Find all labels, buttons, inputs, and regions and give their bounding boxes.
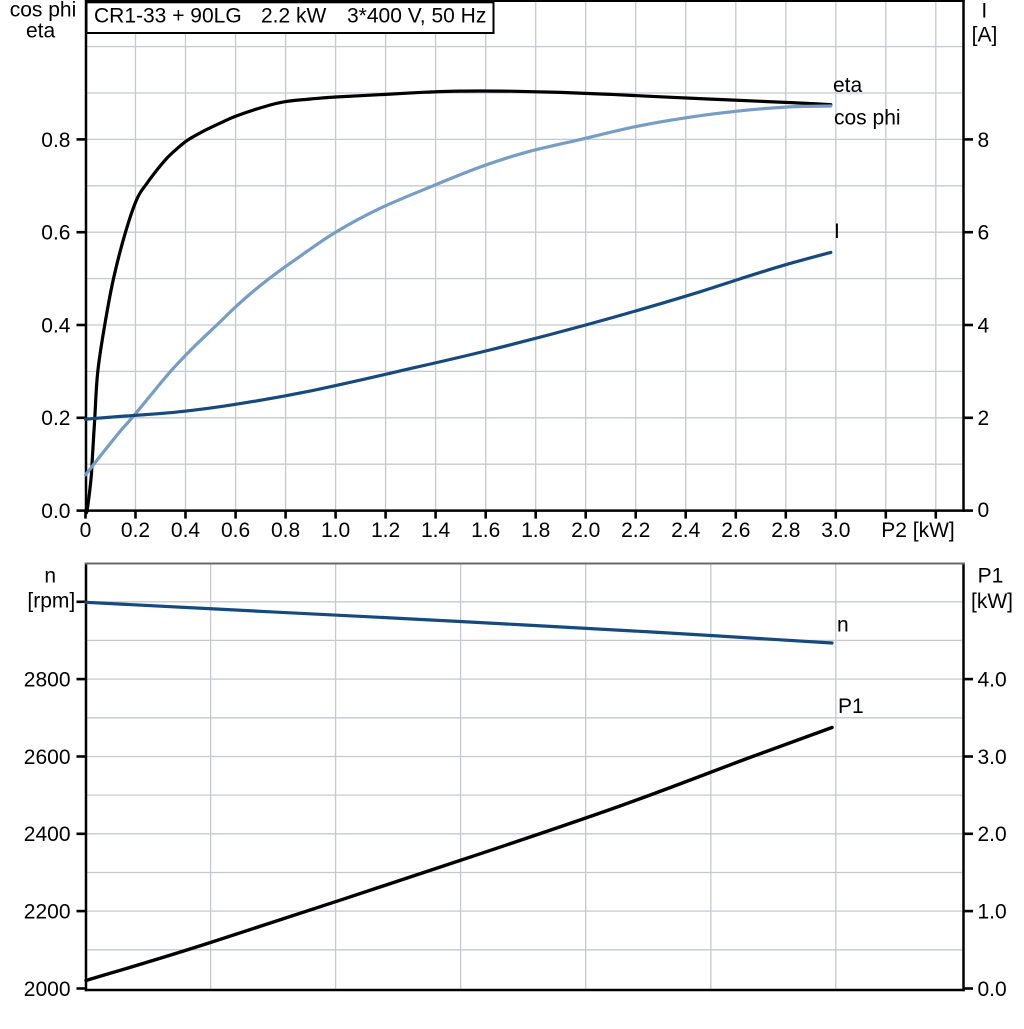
svg-text:2.0: 2.0 [571, 519, 600, 542]
svg-text:2800: 2800 [24, 669, 71, 692]
svg-text:1.2: 1.2 [371, 519, 400, 542]
svg-text:6: 6 [978, 222, 990, 245]
svg-text:0.0: 0.0 [41, 500, 70, 523]
svg-text:0.0: 0.0 [978, 978, 1007, 1001]
svg-text:2.4: 2.4 [671, 519, 701, 542]
svg-text:2.0: 2.0 [978, 823, 1007, 846]
svg-text:n: n [44, 564, 56, 587]
svg-text:P1: P1 [978, 565, 1004, 588]
svg-text:2: 2 [978, 407, 990, 430]
svg-text:2.2 kW: 2.2 kW [261, 4, 327, 27]
svg-text:0.8: 0.8 [41, 129, 70, 152]
svg-text:[rpm]: [rpm] [27, 590, 75, 613]
svg-text:2000: 2000 [24, 978, 71, 1001]
svg-text:2.6: 2.6 [721, 519, 750, 542]
svg-text:eta: eta [26, 20, 56, 43]
svg-text:0.6: 0.6 [41, 222, 70, 245]
svg-text:0.4: 0.4 [41, 314, 71, 337]
svg-text:0.4: 0.4 [171, 519, 201, 542]
svg-text:3.0: 3.0 [978, 746, 1007, 769]
svg-text:0: 0 [978, 499, 990, 522]
svg-text:3.0: 3.0 [821, 519, 850, 542]
svg-text:4.0: 4.0 [978, 669, 1007, 692]
svg-text:cos phi: cos phi [10, 0, 77, 22]
svg-text:1.0: 1.0 [978, 901, 1007, 924]
svg-text:P1: P1 [838, 695, 864, 718]
svg-text:2.2: 2.2 [621, 519, 650, 542]
svg-text:cos phi: cos phi [834, 107, 901, 130]
svg-text:P2 [kW]: P2 [kW] [881, 519, 955, 542]
svg-text:n: n [837, 614, 849, 637]
svg-text:4: 4 [978, 314, 990, 337]
svg-text:0.8: 0.8 [271, 519, 300, 542]
svg-text:0.6: 0.6 [221, 519, 250, 542]
svg-text:0: 0 [80, 519, 92, 542]
svg-text:2600: 2600 [24, 746, 71, 769]
svg-text:CR1-33 + 90LG: CR1-33 + 90LG [94, 4, 242, 27]
svg-text:[kW]: [kW] [971, 590, 1013, 613]
svg-text:eta: eta [833, 74, 863, 97]
svg-text:[A]: [A] [972, 24, 998, 47]
svg-text:8: 8 [978, 129, 990, 152]
svg-text:2400: 2400 [24, 823, 71, 846]
svg-text:I: I [834, 220, 840, 243]
svg-text:2200: 2200 [24, 901, 71, 924]
svg-text:1.6: 1.6 [471, 519, 500, 542]
svg-text:1.8: 1.8 [521, 519, 550, 542]
svg-text:3*400 V, 50 Hz: 3*400 V, 50 Hz [347, 4, 486, 27]
svg-text:0.2: 0.2 [121, 519, 150, 542]
svg-text:I: I [981, 0, 987, 23]
svg-text:2.8: 2.8 [771, 519, 800, 542]
svg-text:1.4: 1.4 [421, 519, 451, 542]
svg-text:1.0: 1.0 [321, 519, 350, 542]
svg-text:0.2: 0.2 [41, 407, 70, 430]
